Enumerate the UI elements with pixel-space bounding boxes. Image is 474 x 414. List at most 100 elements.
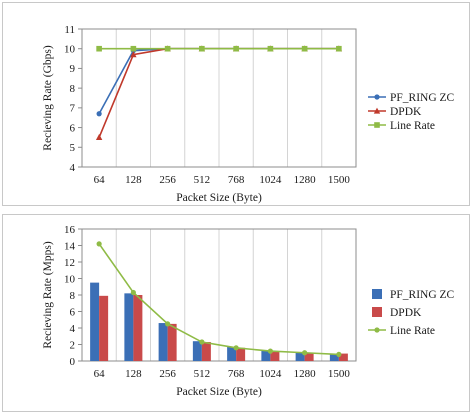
data-bar [227, 346, 237, 361]
data-bar [192, 341, 202, 361]
legend-entry: PF_RING ZC [368, 92, 455, 104]
x-axis-title: Packet Size (Byte) [176, 386, 262, 398]
data-bar [124, 293, 134, 361]
y-tick-label: 11 [64, 24, 75, 36]
x-tick-label: 256 [159, 174, 176, 186]
x-tick-label: 1024 [259, 368, 282, 380]
bar-series [90, 282, 339, 361]
throughput-mpps-chart-panel: 0 2 4 6 8 10 12 14 16 64 128 256 512 768 1024 1280 1500 P… [2, 214, 470, 412]
legend-marker [373, 107, 381, 114]
data-point [95, 134, 103, 141]
data-point [336, 45, 342, 52]
legend-entry: DPDK [372, 307, 422, 319]
data-point [165, 321, 171, 327]
data-point [164, 45, 171, 52]
bar-series [99, 295, 348, 361]
legend-marker [374, 327, 380, 333]
data-point [233, 45, 239, 52]
y-tick-label: 14 [64, 240, 76, 252]
y-tick-label: 10 [64, 273, 76, 285]
throughput-gbps-chart: 4 5 6 7 8 9 10 11 64 128 256 512 768 1024 1280 1500 Pack… [42, 24, 455, 204]
y-tick-label: 2 [70, 339, 76, 351]
data-bar [201, 342, 211, 361]
y-tick-label: 10 [64, 44, 76, 56]
data-bar [261, 350, 271, 361]
y-tick-label: 4 [70, 323, 76, 335]
legend-entry: Line Rate [368, 325, 435, 337]
legend-marker [374, 94, 380, 100]
x-tick-label: 128 [125, 368, 142, 380]
data-bar [236, 347, 246, 361]
x-tick-label: 1024 [259, 174, 282, 186]
y-tick-label: 8 [70, 290, 76, 302]
y-tick-label: 8 [70, 83, 76, 95]
x-tick-label: 64 [94, 174, 106, 186]
throughput-gbps-chart-panel: 4 5 6 7 8 9 10 11 64 128 256 512 768 1024 1280 1500 Pack… [2, 2, 470, 206]
legend-entry: Line Rate [368, 120, 435, 132]
data-point [96, 45, 102, 52]
line-series [96, 45, 342, 52]
throughput-mpps-chart: 0 2 4 6 8 10 12 14 16 64 128 256 512 768 1024 1280 1500 P… [42, 224, 455, 398]
data-bar [270, 351, 280, 361]
y-tick-label: 6 [70, 306, 76, 318]
line-series [96, 241, 342, 357]
legend-swatch [372, 307, 382, 317]
legend-label: PF_RING ZC [390, 289, 455, 301]
legend-entry: DPDK [368, 106, 422, 118]
legend-label: DPDK [390, 307, 422, 319]
legend-label: DPDK [390, 106, 422, 118]
y-tick-label: 0 [70, 356, 76, 368]
data-bar [304, 352, 314, 361]
y-tick-label: 12 [64, 257, 75, 269]
data-point [336, 351, 342, 357]
data-point [199, 339, 205, 345]
x-tick-label: 64 [94, 368, 106, 380]
x-axis-title: Packet Size (Byte) [176, 192, 262, 204]
data-point [130, 289, 136, 296]
x-tick-label: 1500 [328, 174, 351, 186]
y-tick-label: 6 [70, 122, 76, 134]
y-tick-label: 16 [64, 224, 76, 236]
data-bar [167, 323, 177, 361]
legend-label: Line Rate [390, 120, 435, 132]
legend-entry: PF_RING ZC [372, 289, 455, 301]
legend-label: PF_RING ZC [390, 92, 455, 104]
x-tick-label: 768 [228, 368, 245, 380]
data-point [302, 350, 308, 356]
data-point [233, 345, 239, 351]
data-point [96, 241, 102, 247]
data-bar [158, 323, 168, 361]
data-point [199, 45, 205, 52]
x-tick-label: 256 [159, 368, 176, 380]
legend-swatch [372, 289, 382, 299]
data-point [96, 111, 102, 117]
y-tick-label: 5 [70, 142, 76, 154]
data-point [267, 348, 273, 354]
x-tick-label: 512 [194, 174, 211, 186]
y-tick-label: 4 [70, 162, 76, 174]
data-bar [338, 353, 348, 361]
data-point [267, 45, 274, 52]
y-tick-label: 7 [70, 103, 76, 115]
y-tick-label: 9 [70, 63, 76, 75]
x-tick-label: 128 [125, 174, 142, 186]
series-line [98, 243, 339, 356]
y-axis-title: Recieving Rate (Gbps) [42, 45, 54, 151]
legend-label: Line Rate [390, 325, 435, 337]
data-bar [295, 352, 305, 361]
data-point [130, 45, 137, 52]
data-bar [99, 295, 109, 361]
x-tick-label: 1280 [294, 174, 317, 186]
legend-marker [374, 122, 380, 128]
data-point [301, 45, 308, 52]
data-bar [133, 295, 143, 361]
x-tick-label: 1280 [294, 368, 317, 380]
x-tick-label: 512 [194, 368, 211, 380]
plot-area-border [81, 28, 357, 168]
data-point [130, 51, 137, 58]
data-bar [329, 353, 339, 361]
x-tick-label: 768 [228, 174, 245, 186]
data-bar [90, 282, 100, 361]
y-axis-title: Recieving Rate (Mpps) [42, 241, 54, 348]
x-tick-label: 1500 [328, 368, 351, 380]
